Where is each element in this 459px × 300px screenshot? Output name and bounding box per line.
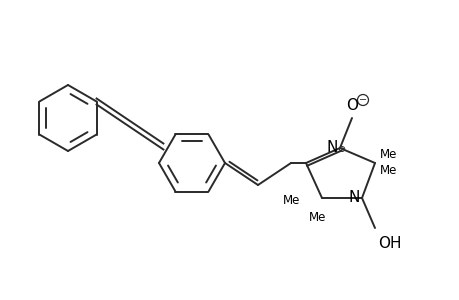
Text: ⊕: ⊕ bbox=[336, 144, 344, 154]
Text: Me: Me bbox=[379, 148, 397, 160]
Text: OH: OH bbox=[377, 236, 401, 251]
Text: Me: Me bbox=[308, 211, 326, 224]
Text: N: N bbox=[326, 140, 337, 154]
Text: Me: Me bbox=[379, 164, 397, 176]
Text: Me: Me bbox=[282, 194, 299, 206]
Text: N: N bbox=[348, 190, 359, 206]
Text: O: O bbox=[345, 98, 357, 112]
Text: −: − bbox=[358, 95, 366, 105]
